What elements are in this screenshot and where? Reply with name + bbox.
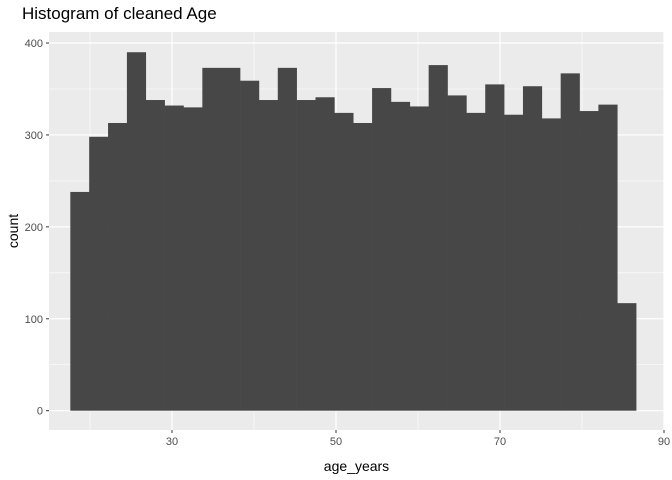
histogram-bar	[560, 73, 580, 411]
x-tick-label: 70	[494, 436, 506, 448]
histogram-bar	[164, 105, 184, 411]
histogram-bar	[447, 95, 467, 411]
y-tick-label: 200	[25, 222, 43, 234]
histogram-bar	[70, 191, 90, 411]
histogram-bar	[353, 122, 373, 411]
y-tick-label: 0	[37, 406, 43, 418]
histogram-bar	[466, 112, 486, 411]
histogram-bar	[277, 67, 297, 411]
histogram-bars	[70, 52, 637, 411]
x-tick-label: 90	[658, 436, 670, 448]
y-tick-label: 300	[25, 130, 43, 142]
histogram-bar	[522, 86, 543, 411]
histogram-bar	[409, 106, 429, 411]
histogram-bar	[202, 67, 222, 411]
histogram-bar	[240, 80, 260, 411]
y-axis-title: count	[5, 214, 21, 248]
x-tick-label: 30	[166, 436, 178, 448]
histogram-bar	[390, 101, 411, 411]
histogram-bar	[372, 88, 392, 411]
histogram-bar	[145, 100, 165, 411]
histogram-bar	[334, 112, 354, 411]
histogram-bar	[541, 118, 561, 411]
y-tick-label: 400	[25, 38, 43, 50]
histogram-bar	[126, 52, 147, 411]
histogram-bar	[89, 136, 109, 411]
y-axis: 0 100 200 300 400	[25, 38, 49, 418]
x-axis: 30 50 70 90	[166, 430, 670, 448]
histogram-bar	[183, 107, 203, 411]
histogram-bar	[221, 67, 241, 411]
chart-title: Histogram of cleaned Age	[22, 4, 217, 23]
histogram-bar	[579, 111, 599, 411]
histogram-bar	[315, 97, 335, 411]
histogram-bar	[296, 100, 316, 411]
x-tick-label: 50	[330, 436, 342, 448]
histogram-bar	[617, 303, 637, 411]
histogram-bar	[504, 114, 524, 411]
x-axis-title: age_years	[324, 458, 389, 474]
y-tick-label: 100	[25, 314, 43, 326]
histogram-bar	[598, 104, 618, 411]
histogram-bar	[258, 100, 279, 411]
histogram-bar	[108, 122, 128, 411]
histogram-bar	[485, 84, 505, 411]
histogram-bar	[428, 65, 448, 411]
